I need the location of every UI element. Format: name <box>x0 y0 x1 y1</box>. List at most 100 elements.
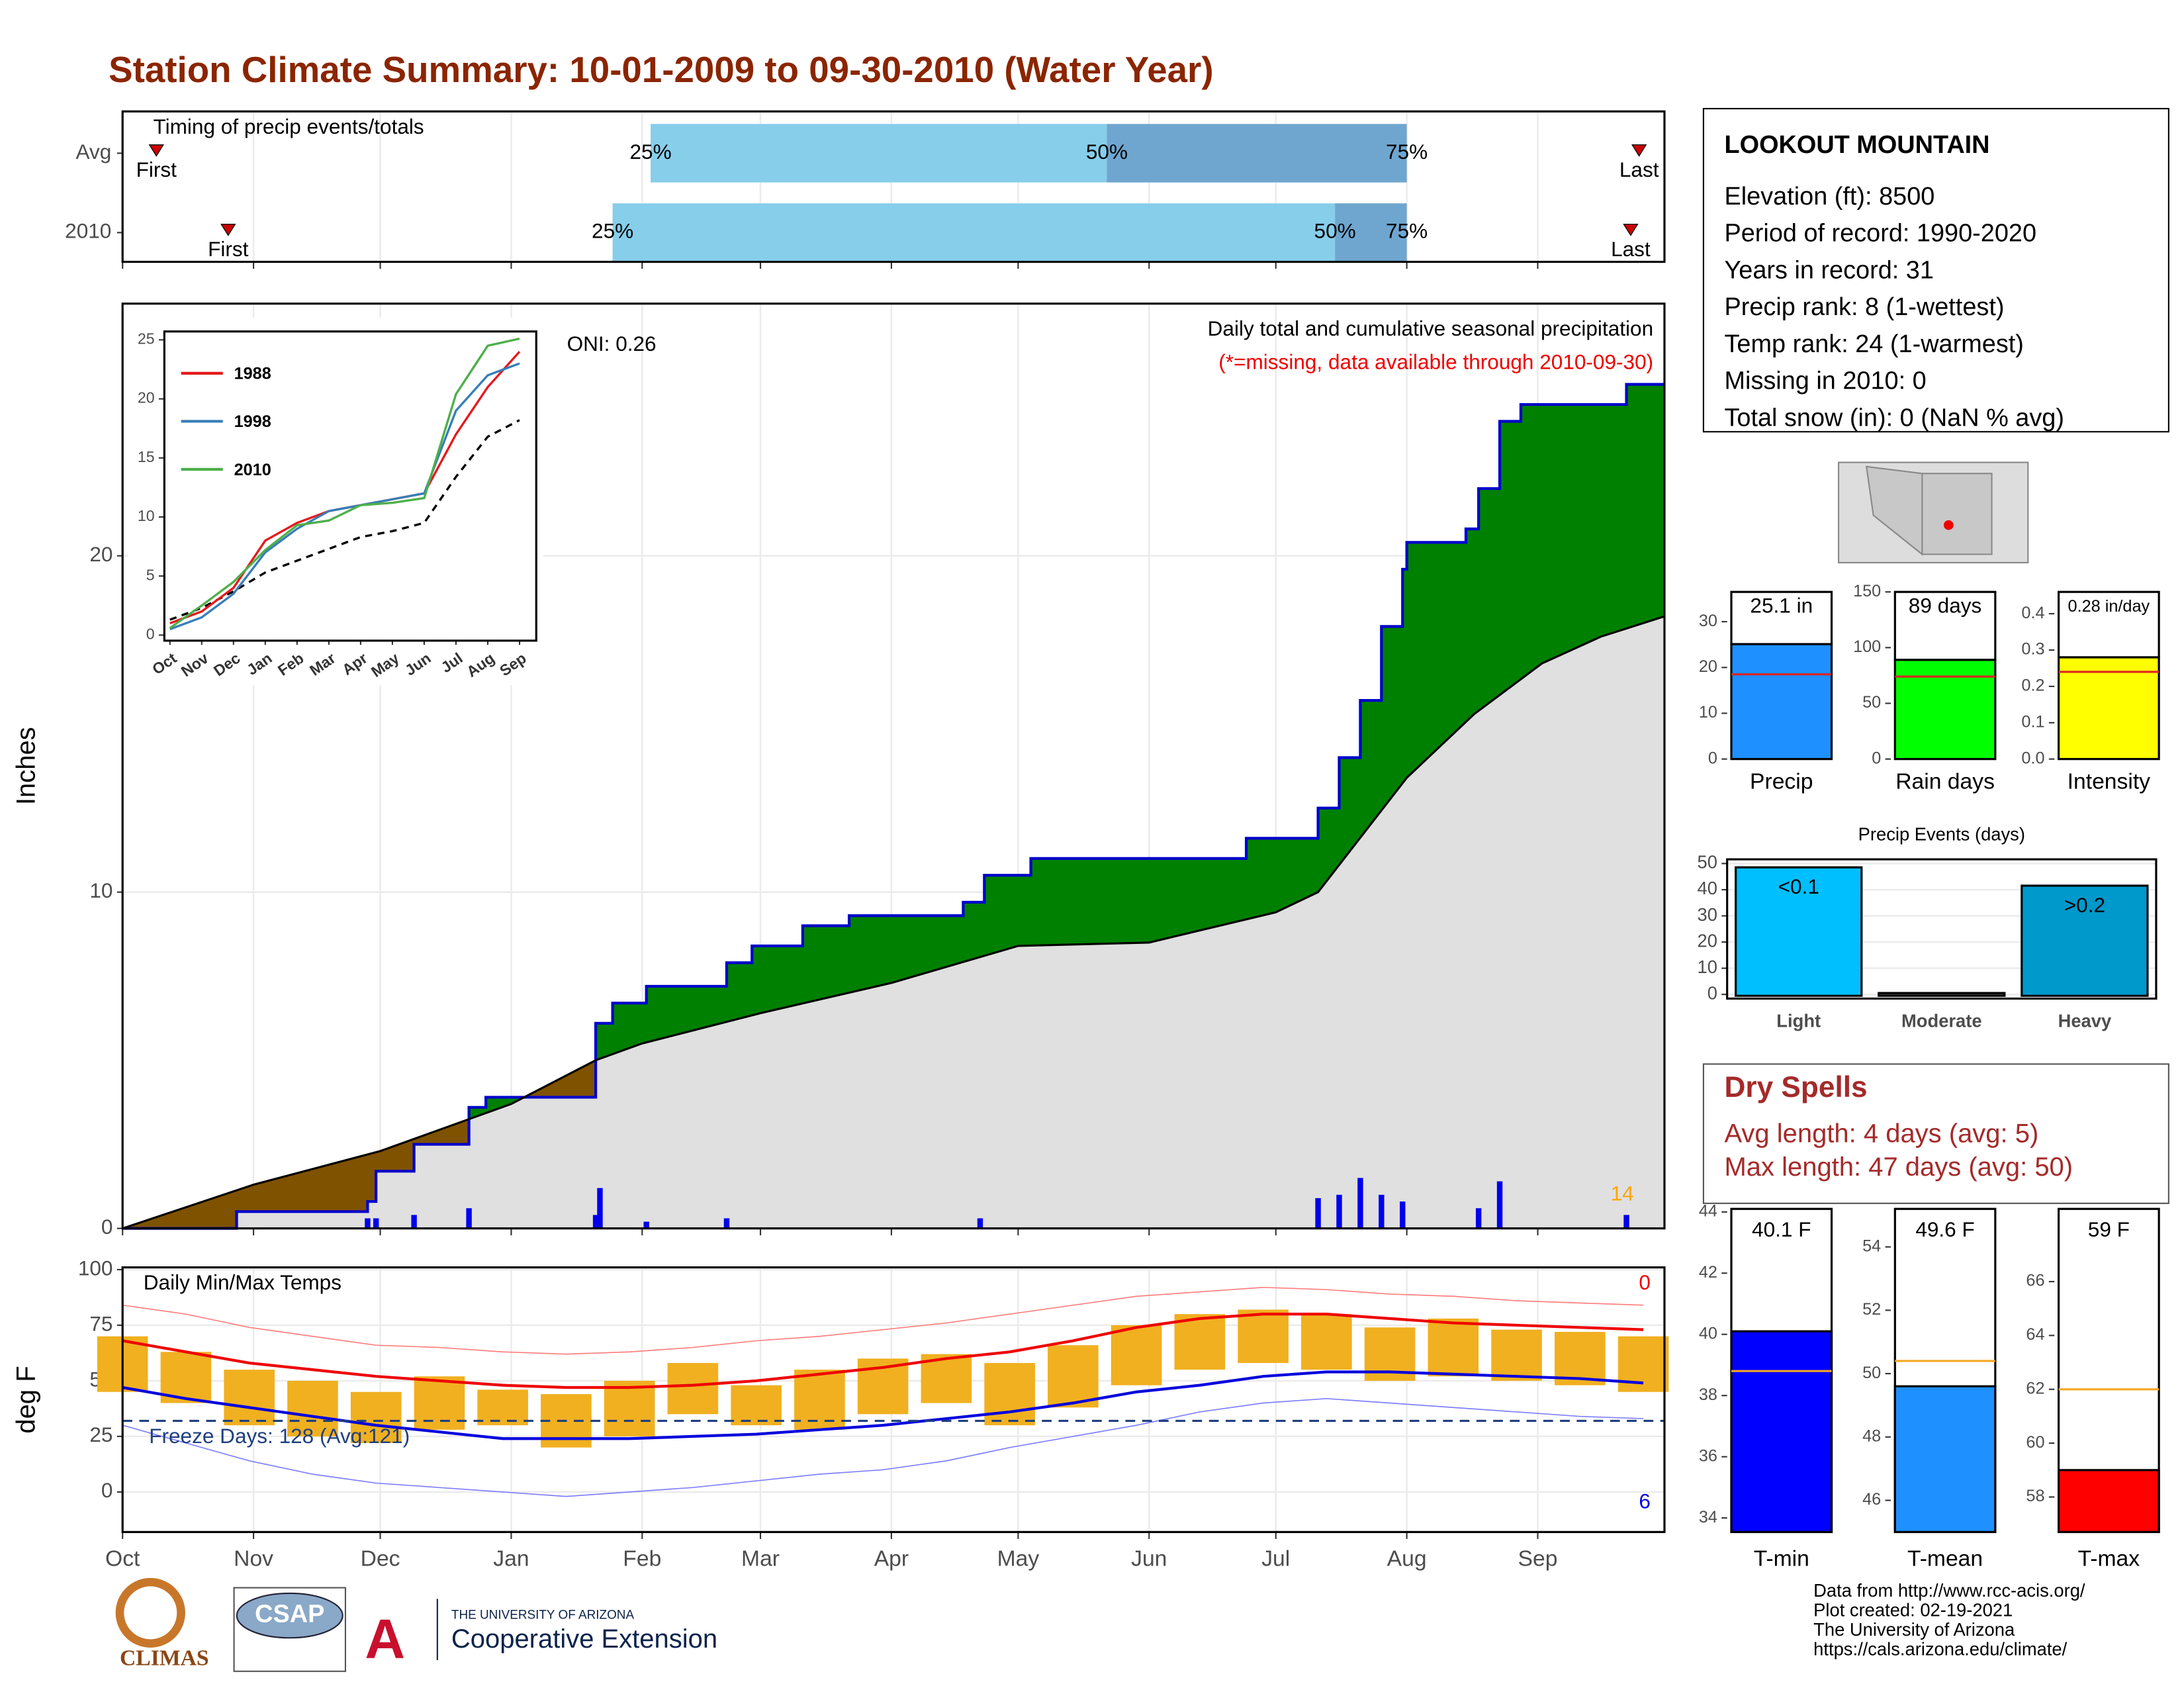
x-label: T-mean <box>1907 1546 1983 1571</box>
y-tick-label: 10 <box>1698 957 1717 977</box>
legend-label: 2010 <box>234 461 271 479</box>
dry-spells-box <box>1702 1063 2169 1204</box>
y-tick-label: 44 <box>1699 1202 1717 1221</box>
avg-line <box>122 615 1665 1230</box>
quartile-label: 25% <box>592 219 633 243</box>
y-tick-label: 58 <box>2026 1487 2044 1505</box>
y-tick-label: 0.3 <box>2021 640 2044 659</box>
daily-temp-bar <box>1555 1332 1606 1385</box>
quartile-label: 75% <box>1386 140 1428 164</box>
plot-frame <box>121 1266 1666 1533</box>
x-tick-label: Mar <box>741 1546 780 1571</box>
quartile-label: 50% <box>1086 140 1128 164</box>
y-tick-label: 66 <box>2026 1272 2044 1290</box>
y-tick-label: 36 <box>1699 1446 1717 1465</box>
bar <box>1730 1330 1833 1533</box>
dry-spell-line: Max length: 47 days (avg: 50) <box>1724 1152 2073 1182</box>
daily-bar <box>592 1215 599 1229</box>
x-tick-label: Feb <box>623 1546 661 1571</box>
daily-temp-bar <box>731 1385 782 1426</box>
x-tick-label: May <box>997 1546 1040 1571</box>
daily-bar <box>1379 1194 1385 1229</box>
daily-bar <box>365 1218 371 1229</box>
y-tick-label: 0.4 <box>2021 604 2044 622</box>
dry-spell-line: Avg length: 4 days (avg: 5) <box>1724 1119 2038 1148</box>
daily-temp-bar <box>224 1370 275 1426</box>
csap-cloud <box>236 1592 343 1639</box>
y-tick-label: 75 <box>89 1311 113 1335</box>
station-line: Temp rank: 24 (1-warmest) <box>1724 330 2023 358</box>
average-line <box>169 419 520 621</box>
y-tick-label: 25 <box>138 330 155 347</box>
quartile-bar <box>612 203 1336 262</box>
bar-annotation: <0.1 <box>1778 874 1819 898</box>
daily-bar <box>466 1208 472 1229</box>
climas-icon <box>115 1577 185 1648</box>
ua-mark: A <box>365 1608 405 1670</box>
footer-line: https://cals.arizona.edu/climate/ <box>1813 1638 2067 1659</box>
y-tick-label: 20 <box>138 389 155 406</box>
y-tick-label: 0.2 <box>2021 677 2044 695</box>
y-tick-label: 0 <box>1872 749 1881 767</box>
plot-frame <box>121 110 1666 263</box>
quartile-label: 75% <box>1386 219 1428 243</box>
bar-annotation: >0.2 <box>2064 893 2105 917</box>
timing-marker <box>1631 144 1647 157</box>
station-line: Years in record: 31 <box>1724 256 1933 284</box>
bar <box>2058 656 2160 761</box>
x-label: Precip <box>1750 769 1813 794</box>
low-count: 6 <box>1639 1489 1651 1513</box>
y-tick-label: 25 <box>89 1423 113 1446</box>
daily-temp-bar <box>1048 1345 1099 1408</box>
record-low-line <box>122 1397 1644 1497</box>
y-tick-label: 20 <box>89 542 113 566</box>
x-tick-label: Jul <box>1261 1546 1290 1571</box>
daily-bar <box>1496 1181 1503 1229</box>
footer-line: The University of Arizona <box>1813 1619 2015 1640</box>
quartile-label: 50% <box>1314 219 1356 243</box>
daily-bar <box>643 1221 649 1229</box>
y-tick-label: 64 <box>2026 1325 2044 1344</box>
daily-bar <box>1623 1215 1629 1229</box>
y-axis-label: Inches <box>12 727 41 805</box>
series-line <box>169 362 520 631</box>
record-high-line <box>122 1286 1644 1355</box>
x-label: T-max <box>2078 1546 2140 1571</box>
row-label: Avg <box>76 140 112 164</box>
station-line: Elevation (ft): 8500 <box>1724 183 1934 211</box>
daily-temp-bar <box>604 1380 655 1436</box>
footer-line: Plot created: 02-19-2021 <box>1813 1600 2013 1620</box>
station-line: Period of record: 1990-2020 <box>1724 220 2036 248</box>
daily-temp-bar <box>1111 1325 1162 1385</box>
daily-temp-bar <box>794 1370 845 1430</box>
daily-temp-bar <box>287 1380 338 1436</box>
daily-bar <box>723 1218 730 1229</box>
daily-bar <box>1357 1178 1363 1229</box>
y-tick-label: 30 <box>1699 612 1717 630</box>
bar <box>1735 866 1863 997</box>
x-tick-label: Jun <box>1131 1546 1167 1571</box>
station-line: Total snow (in): 0 (NaN % avg) <box>1724 404 2064 432</box>
y-tick-label: 48 <box>1862 1427 1881 1445</box>
x-tick-label: Dec <box>361 1546 400 1571</box>
ua-text: THE UNIVERSITY OF ARIZONA <box>451 1609 635 1622</box>
x-label: Intensity <box>2068 769 2151 794</box>
x-tick-label: Light <box>1776 1011 1821 1031</box>
y-tick-label: 5 <box>146 566 155 583</box>
plot-frame <box>1726 858 2158 1000</box>
timing-marker-label: Last <box>1619 158 1659 181</box>
y-tick-label: 50 <box>1862 1364 1881 1382</box>
daily-bar <box>1475 1208 1482 1229</box>
bar <box>2021 884 2149 997</box>
bar <box>1730 643 1833 761</box>
daily-bar <box>411 1215 417 1229</box>
logos: CLIMAS CSAP A THE UNIVERSITY OF ARIZONA … <box>115 1577 717 1672</box>
y-tick-label: 62 <box>2026 1379 2044 1397</box>
daily-temp-bar <box>1174 1314 1226 1370</box>
csap-text: CSAP <box>255 1601 324 1628</box>
value-label: 89 days <box>1909 594 1982 618</box>
avg-area <box>122 616 1664 1229</box>
page-title: Station Climate Summary: 10-01-2009 to 0… <box>109 49 1213 90</box>
note-value: 14 <box>1611 1182 1634 1205</box>
daily-temp-bar <box>414 1376 465 1430</box>
